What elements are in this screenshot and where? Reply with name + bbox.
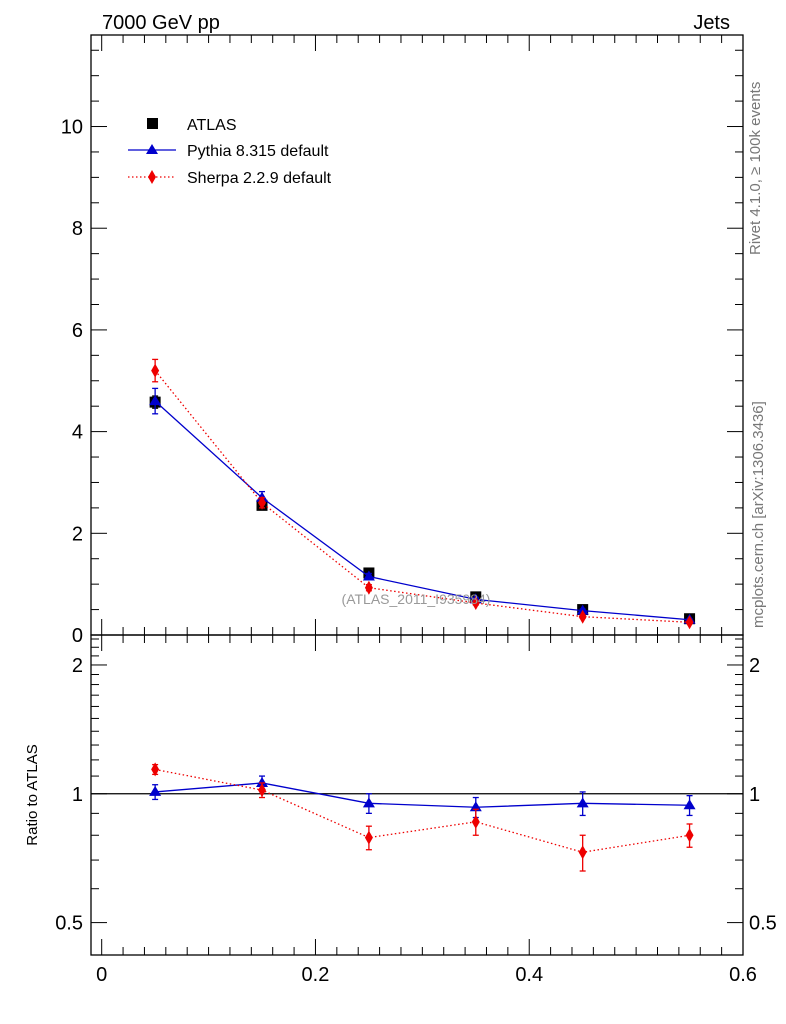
ratio-x-tick-label: 0.4 (515, 964, 543, 986)
ratio-y-tick-label-right: 2 (749, 655, 760, 677)
ratio-frame (90, 634, 744, 956)
header-right: Jets (693, 12, 730, 34)
watermark: (ATLAS_2011_I935984) (342, 591, 491, 607)
ratio-x-tick-label: 0.6 (729, 964, 757, 986)
ratio-sherpa-2-2-9-default-point (471, 814, 480, 829)
side-label-top: Rivet 4.1.0, ≥ 100k events (747, 82, 764, 255)
legend-sherpa-label: Sherpa 2.2.9 default (187, 170, 332, 187)
legend-item-sherpa: Sherpa 2.2.9 default (128, 170, 332, 187)
main-y-tick-label: 8 (72, 218, 83, 240)
ratio-y-tick-label: 0.5 (55, 913, 83, 935)
ratio-y-tick-label: 1 (72, 784, 83, 806)
ratio-pythia-8-315-default-point (576, 797, 589, 808)
main-y-tick-label: 0 (72, 625, 83, 647)
header-left: 7000 GeV pp (102, 12, 220, 34)
ratio-x-tick-label: 0 (96, 964, 107, 986)
ratio-pythia-8-315-default-point (683, 799, 696, 810)
ratio-sherpa-2-2-9-default-point (258, 783, 267, 798)
main-pythia-8-315-default-point (576, 604, 589, 615)
ratio-y-tick-label-right: 1 (749, 784, 760, 806)
main-sherpa-2-2-9-default-point (578, 609, 587, 624)
ratio-y-axis-label: Ratio to ATLAS (24, 744, 41, 845)
main-y-tick-label: 6 (72, 320, 83, 342)
main-data (149, 358, 696, 630)
side-label-bottom: mcplots.cern.ch [arXiv:1306.3436] (750, 401, 767, 628)
legend: ATLAS Pythia 8.315 default Sherpa 2.2.9 … (128, 117, 332, 187)
main-sherpa-2-2-9-default-line (154, 370, 690, 623)
ratio-pythia-8-315-default-line (155, 782, 690, 808)
main-pythia-8-315-default-point (149, 395, 162, 406)
legend-sherpa-diamond-icon (148, 170, 156, 184)
ratio-sherpa-2-2-9-default-series (151, 762, 694, 872)
main-sherpa-2-2-9-default-series (151, 358, 694, 630)
ratio-sherpa-2-2-9-default-line (155, 768, 690, 853)
main-sherpa-2-2-9-default-point (151, 363, 160, 378)
main-atlas-series (149, 395, 696, 625)
main-pythia-8-315-default-point (362, 570, 375, 581)
main-panel: 0 2 4 6 8 10 (61, 34, 744, 647)
main-y-tick-label: 2 (72, 523, 83, 545)
main-pythia-8-315-default-line (154, 400, 690, 621)
legend-item-atlas: ATLAS (147, 117, 237, 134)
ratio-sherpa-2-2-9-default-point (578, 845, 587, 860)
ratio-sherpa-2-2-9-default-point (685, 828, 694, 843)
main-sherpa-2-2-9-default-point (471, 595, 480, 610)
main-sherpa-2-2-9-default-point (364, 580, 373, 595)
legend-atlas-label: ATLAS (187, 117, 237, 134)
main-y-tick-label: 4 (72, 422, 83, 444)
main-sherpa-2-2-9-default-point (258, 495, 267, 510)
main-y-tick-label: 10 (61, 117, 83, 139)
ratio-sherpa-2-2-9-default-point (364, 830, 373, 845)
ratio-y-tick-label: 2 (72, 655, 83, 677)
ratio-x-tick-label: 0.2 (302, 964, 330, 986)
header: 7000 GeV pp Jets (102, 12, 730, 34)
ratio-pythia-8-315-default-point (362, 797, 375, 808)
ratio-sherpa-2-2-9-default-point (151, 762, 160, 777)
main-pythia-8-315-default-series (149, 387, 696, 624)
ratio-panel: 0 0.2 0.4 0.6 0.5 0.5 1 1 2 2 Ratio to ATLAS (24, 634, 777, 986)
ratio-pythia-8-315-default-series (149, 775, 696, 819)
legend-atlas-square-icon (147, 118, 158, 129)
ratio-pythia-8-315-default-point (149, 785, 162, 796)
ratio-data (149, 762, 696, 872)
ratio-pythia-8-315-default-point (256, 776, 269, 787)
main-sherpa-2-2-9-default-point (685, 615, 694, 630)
legend-pythia-label: Pythia 8.315 default (187, 143, 329, 160)
legend-pythia-triangle-icon (146, 144, 158, 154)
legend-item-pythia: Pythia 8.315 default (128, 143, 329, 160)
ratio-y-tick-label-right: 0.5 (749, 913, 777, 935)
